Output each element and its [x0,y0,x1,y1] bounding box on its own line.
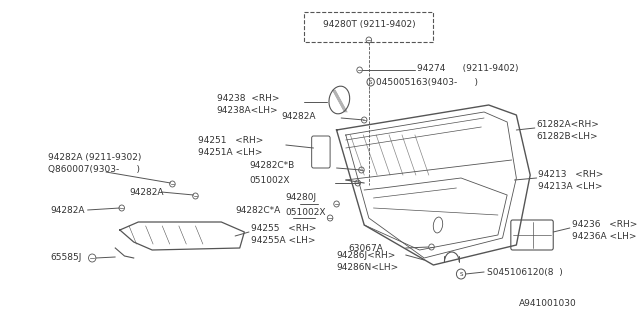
Text: 94238  <RH>: 94238 <RH> [217,93,279,102]
Text: 94282A (9211-9302): 94282A (9211-9302) [48,153,141,162]
Text: 051002X: 051002X [286,207,326,217]
Text: 94255A <LH>: 94255A <LH> [251,236,316,244]
Text: 94280J: 94280J [286,193,317,202]
Text: 045005163(9403-      ): 045005163(9403- ) [376,77,478,86]
Text: S045106120(8  ): S045106120(8 ) [487,268,563,276]
Text: S: S [460,271,463,276]
Text: 94236   <RH>: 94236 <RH> [572,220,637,228]
Text: 94282A: 94282A [51,205,85,214]
Text: 94213   <RH>: 94213 <RH> [538,170,604,179]
Text: 94251   <RH>: 94251 <RH> [198,135,264,145]
Text: 61282A<RH>: 61282A<RH> [537,119,600,129]
Text: 61282B<LH>: 61282B<LH> [537,132,598,140]
Text: S: S [369,79,372,84]
Text: 94282A: 94282A [281,111,316,121]
Text: 94286J<RH>: 94286J<RH> [337,251,396,260]
Text: 94251A <LH>: 94251A <LH> [198,148,263,156]
Text: 63067A: 63067A [349,244,383,252]
Text: Q860007(9303-      ): Q860007(9303- ) [48,164,140,173]
Text: 051002X: 051002X [249,175,289,185]
Text: 94238A<LH>: 94238A<LH> [217,106,278,115]
Text: 94255   <RH>: 94255 <RH> [251,223,316,233]
Text: 94282A: 94282A [129,188,164,196]
Text: 94282C*A: 94282C*A [235,205,280,214]
Text: 94286N<LH>: 94286N<LH> [337,262,399,271]
Text: 94213A <LH>: 94213A <LH> [538,181,603,190]
Text: 94236A <LH>: 94236A <LH> [572,231,636,241]
Text: 94274      (9211-9402): 94274 (9211-9402) [417,63,518,73]
Text: 65585J: 65585J [51,253,82,262]
Bar [304,12,433,42]
Text: 94282C*B: 94282C*B [249,161,294,170]
Text: A941001030: A941001030 [518,299,576,308]
Text: 94280T (9211-9402): 94280T (9211-9402) [323,20,415,28]
